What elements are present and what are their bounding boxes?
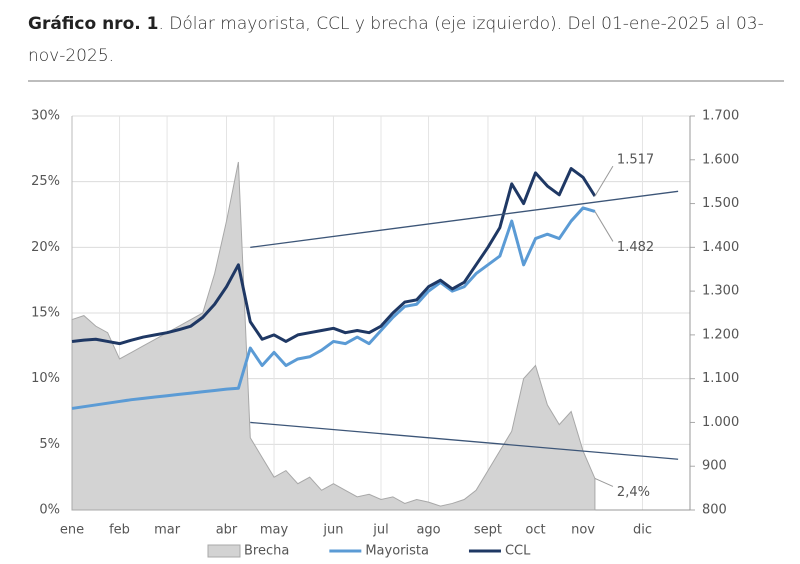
band-line — [250, 421, 679, 460]
x-tick-label: ene — [60, 523, 84, 538]
y2-tick-label: 1.600 — [702, 152, 739, 167]
x-tick-label: mar — [154, 523, 181, 538]
title-rule — [28, 80, 784, 82]
area — [71, 161, 596, 511]
x-tick-label: dic — [633, 523, 652, 538]
value-label: 1.517 — [617, 153, 654, 168]
title-text: . Dólar mayorista, CCL y brecha (eje izq… — [28, 14, 764, 66]
chart-title: Gráfico nro. 1. Dólar mayorista, CCL y b… — [28, 8, 768, 72]
x-tick-label: sept — [474, 523, 502, 538]
title-bold: Gráfico nro. 1 — [28, 14, 159, 34]
x-tick-label: jun — [322, 523, 343, 538]
y2-tick-label: 1.100 — [702, 371, 739, 386]
x-tick-label: feb — [109, 523, 130, 538]
y2-tick-label: 1.700 — [702, 109, 739, 124]
x-tick-label: may — [260, 523, 289, 538]
x-tick-label: abr — [216, 523, 238, 538]
y-tick-label: 25% — [31, 174, 60, 189]
y-tick-label: 15% — [31, 306, 60, 321]
y2-tick-label: 1.500 — [702, 196, 739, 211]
y2-tick-label: 1.200 — [702, 327, 739, 342]
x-tick-label: ago — [416, 523, 440, 538]
y-tick-label: 10% — [31, 371, 60, 386]
legend-label: Mayorista — [365, 544, 429, 559]
y2-tick-label: 1.300 — [702, 284, 739, 299]
leader-line — [594, 478, 614, 487]
legend-swatch — [207, 544, 241, 558]
y-tick-label: 0% — [39, 503, 60, 518]
x-tick-label: nov — [571, 523, 595, 538]
line — [71, 167, 597, 346]
line — [71, 206, 596, 410]
x-tick-label: jul — [372, 523, 388, 538]
leader-line — [594, 211, 614, 242]
y2-tick-label: 1.000 — [702, 415, 739, 430]
y-tick-label: 30% — [31, 109, 60, 124]
y2-tick-label: 1.400 — [702, 240, 739, 255]
y-tick-label: 20% — [31, 240, 60, 255]
band-line — [250, 190, 679, 248]
y-tick-label: 5% — [39, 437, 60, 452]
legend-label: Brecha — [244, 544, 289, 559]
value-label: 2,4% — [617, 485, 650, 500]
y2-tick-label: 900 — [702, 459, 727, 474]
value-label: 1.482 — [617, 240, 654, 255]
legend-label: CCL — [505, 544, 531, 559]
leader-line — [594, 165, 614, 197]
y2-tick-label: 800 — [702, 503, 727, 518]
x-tick-label: oct — [525, 523, 545, 538]
